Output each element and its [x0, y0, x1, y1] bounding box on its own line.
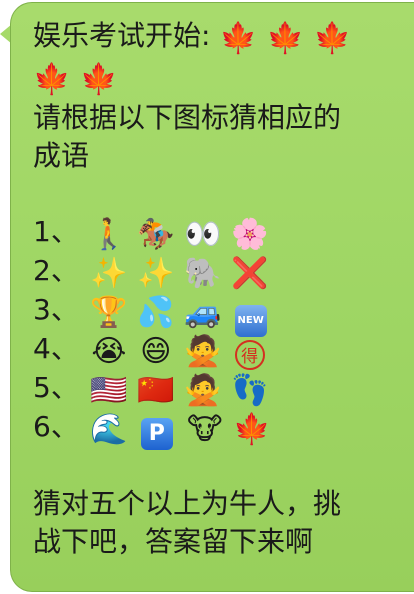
horse-racing-icon: 🏇 — [137, 217, 175, 252]
puzzle-row-1: 1、 🚶 🏇 👀 🌸 — [33, 213, 400, 252]
cow-face-icon: 🐮 — [186, 412, 223, 447]
cross-mark-icon: ❌ — [230, 256, 269, 291]
message-title: 娱乐考试开始: — [33, 19, 211, 52]
elephant-icon: 🐘 — [184, 256, 222, 291]
new-button-icon: NEW — [234, 305, 267, 337]
maple-leaf-icon: 🍁 — [80, 62, 118, 97]
maple-leaf-icon: 🍁 — [266, 21, 304, 56]
no-gesture-icon: 🙅 — [184, 373, 222, 408]
chat-message-bubble[interactable]: 娱乐考试开始: 🍁 🍁 🍁 🍁 🍁 请根据以下图标猜相应的 成语 1、 🚶 🏇 … — [10, 2, 414, 592]
puzzle-number: 3、 — [33, 293, 79, 326]
puzzle-row-3: 3、 🏆 💦 🚙 NEW — [33, 291, 400, 337]
blank-line — [33, 175, 400, 213]
puzzle-row-6: 6、 🌊 P 🐮 🍁 — [33, 408, 400, 450]
us-flag-icon: 🇺🇸 — [90, 373, 128, 408]
puzzle-number: 1、 — [33, 215, 79, 248]
title-line: 娱乐考试开始: 🍁 🍁 🍁 — [33, 17, 400, 58]
footprints-icon: 👣 — [230, 373, 269, 408]
crying-face-icon: 😭 — [91, 334, 127, 369]
walking-person-icon: 🚶 — [90, 217, 128, 252]
bargain-de-icon: 得 — [234, 340, 265, 370]
grinning-face-icon: 😄 — [140, 334, 172, 369]
footer-line-2: 战下吧，答案留下来啊 — [33, 525, 314, 558]
puzzle-row-4: 4、 😭 😄 🙅 得 — [33, 330, 400, 370]
instruction-line-1: 请根据以下图标猜相应的 — [33, 101, 342, 134]
maple-leaf-icon: 🍁 — [232, 412, 271, 447]
puzzle-number: 2、 — [33, 254, 79, 287]
footer-line-1: 猜对五个以上为牛人，挑 — [33, 487, 342, 520]
maple-leaf-icon: 🍁 — [219, 21, 258, 56]
puzzle-row-2: 2、 ✨ ✨ 🐘 ❌ — [33, 252, 400, 291]
puzzle-number: 6、 — [33, 410, 79, 443]
maple-leaf-icon: 🍁 — [313, 21, 351, 56]
emoji-line: 🍁 🍁 — [33, 58, 400, 99]
sweat-droplets-icon: 💦 — [137, 295, 175, 330]
trophy-icon: 🏆 — [90, 295, 128, 330]
bubble-tail — [0, 24, 12, 44]
wave-icon: 🌊 — [90, 412, 128, 447]
sparkles-icon: ✨ — [137, 256, 175, 291]
no-gesture-icon: 🙅 — [184, 334, 222, 369]
parking-icon: P — [140, 418, 173, 450]
puzzle-row-5: 5、 🇺🇸 🇨🇳 🙅 👣 — [33, 369, 400, 408]
instruction-line-2: 成语 — [33, 139, 90, 172]
sparkles-icon: ✨ — [90, 256, 128, 291]
china-flag-icon: 🇨🇳 — [137, 373, 175, 408]
message-footer: 猜对五个以上为牛人，挑 战下吧，答案留下来啊 — [33, 485, 400, 561]
puzzle-number: 5、 — [33, 371, 79, 404]
maple-leaf-icon: 🍁 — [33, 62, 71, 97]
cherry-blossom-icon: 🌸 — [230, 217, 269, 252]
puzzle-number: 4、 — [33, 332, 79, 365]
car-icon: 🚙 — [184, 295, 222, 330]
eyes-icon: 👀 — [184, 217, 222, 252]
